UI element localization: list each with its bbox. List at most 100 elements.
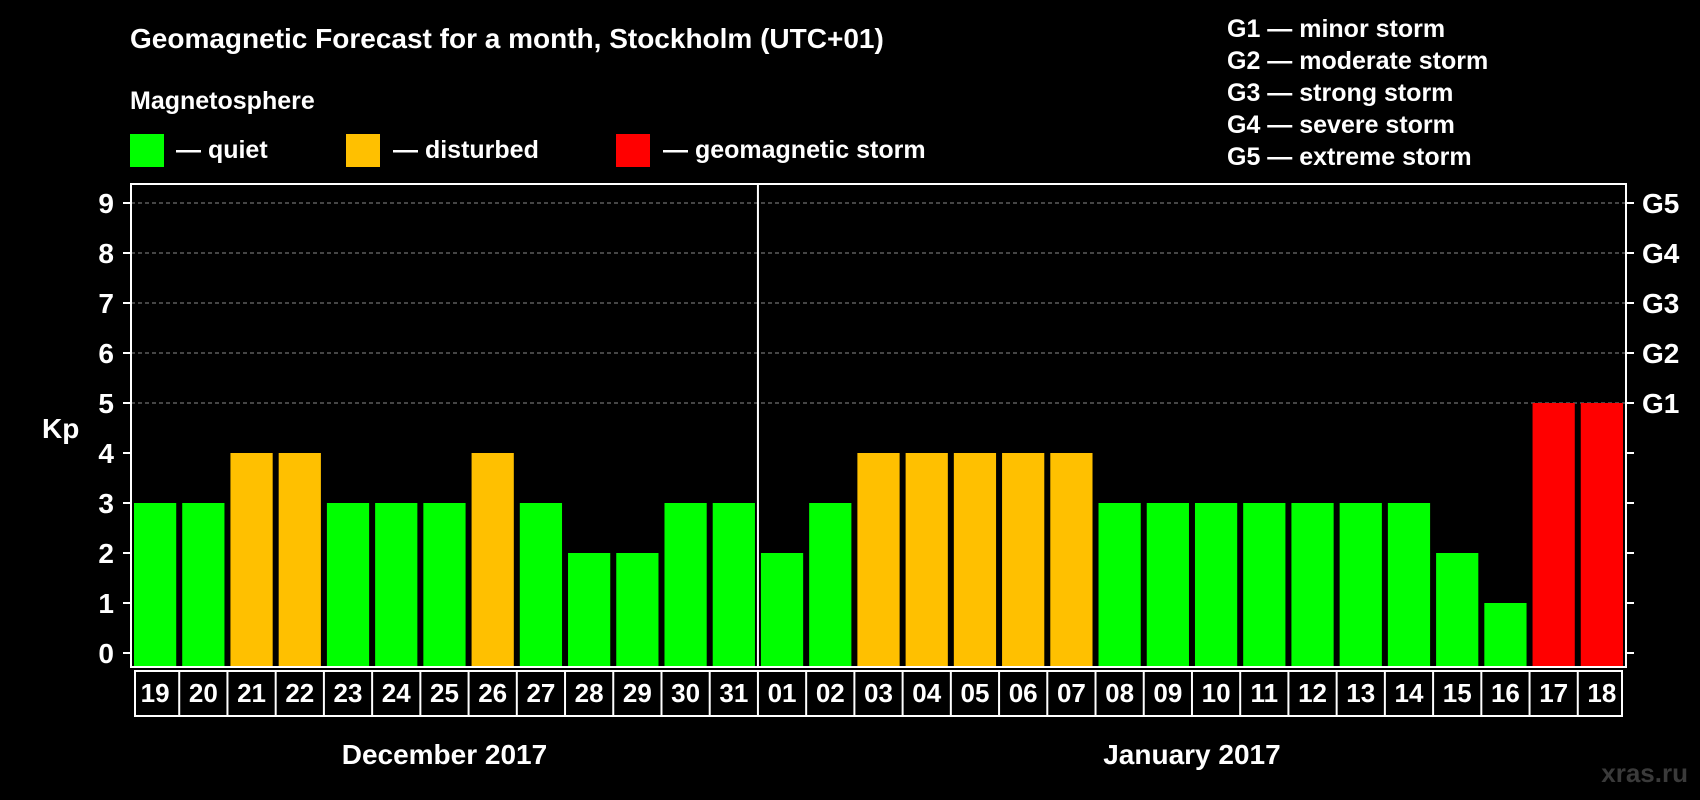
date-label-23: 23 <box>334 678 363 708</box>
right-axis-label-g2: G2 <box>1642 338 1679 369</box>
date-label-29: 29 <box>623 678 652 708</box>
legend-swatch-quiet <box>130 134 164 167</box>
bar-20 <box>182 503 225 667</box>
bar-24 <box>375 503 418 667</box>
date-label-10: 10 <box>1202 678 1231 708</box>
y-tick-label-2: 2 <box>98 538 114 569</box>
date-label-25: 25 <box>430 678 459 708</box>
date-label-05: 05 <box>960 678 989 708</box>
date-label-19: 19 <box>141 678 170 708</box>
legend-swatch-disturbed <box>346 134 380 167</box>
bar-11 <box>1243 503 1286 667</box>
bar-29 <box>616 553 659 667</box>
bar-04 <box>905 453 948 667</box>
bar-18 <box>1580 403 1623 667</box>
right-axis-label-g5: G5 <box>1642 188 1679 219</box>
bar-22 <box>278 453 321 667</box>
y-tick-label-1: 1 <box>98 588 114 619</box>
date-label-03: 03 <box>864 678 893 708</box>
bar-12 <box>1291 503 1334 667</box>
g-scale-legend: G1 — minor storm G2 — moderate storm G3 … <box>1227 15 1488 171</box>
date-label-13: 13 <box>1346 678 1375 708</box>
date-label-09: 09 <box>1153 678 1182 708</box>
date-label-06: 06 <box>1009 678 1038 708</box>
bar-08 <box>1098 503 1141 667</box>
right-axis-label-g1: G1 <box>1642 388 1679 419</box>
date-label-12: 12 <box>1298 678 1327 708</box>
g-scale-g2: G2 — moderate storm <box>1227 47 1488 75</box>
date-row-frame <box>134 670 1623 717</box>
date-label-04: 04 <box>912 678 941 708</box>
bar-31 <box>712 503 755 667</box>
g-scale-g4: G4 — severe storm <box>1227 111 1455 139</box>
bar-02 <box>809 503 852 667</box>
plot-frame <box>130 183 1627 668</box>
date-label-24: 24 <box>382 678 411 708</box>
date-label-08: 08 <box>1105 678 1134 708</box>
date-label-18: 18 <box>1587 678 1616 708</box>
date-label-17: 17 <box>1539 678 1568 708</box>
bar-06 <box>1002 453 1045 667</box>
y-tick-label-6: 6 <box>98 338 114 369</box>
g-scale-g3: G3 — strong storm <box>1227 79 1453 107</box>
bar-21 <box>230 453 273 667</box>
bar-07 <box>1050 453 1093 667</box>
bar-03 <box>857 453 900 667</box>
legend-title: Magnetosphere <box>130 87 315 115</box>
bar-19 <box>134 503 177 667</box>
bar-30 <box>664 503 707 667</box>
bar-05 <box>953 453 997 667</box>
y-tick-label-3: 3 <box>98 488 114 519</box>
y-tick-label-5: 5 <box>98 388 114 419</box>
y-tick-label-9: 9 <box>98 188 114 219</box>
g-scale-g5: G5 — extreme storm <box>1227 143 1472 171</box>
bars <box>134 403 1623 667</box>
bar-28 <box>568 553 611 667</box>
date-label-26: 26 <box>478 678 507 708</box>
date-label-20: 20 <box>189 678 218 708</box>
date-label-02: 02 <box>816 678 845 708</box>
date-label-27: 27 <box>526 678 555 708</box>
y-tick-label-7: 7 <box>98 288 114 319</box>
date-label-14: 14 <box>1395 678 1424 708</box>
month-label: December 2017 <box>342 739 547 770</box>
y-axis-label: Kp <box>42 413 79 444</box>
legend-swatch-storm <box>616 134 650 167</box>
date-label-15: 15 <box>1443 678 1472 708</box>
bar-23 <box>326 503 370 667</box>
bar-25 <box>423 503 466 667</box>
y-tick-label-4: 4 <box>98 438 114 469</box>
bar-14 <box>1387 503 1431 667</box>
color-legend: — quiet — disturbed — geomagnetic storm <box>130 134 926 167</box>
y-tick-label-0: 0 <box>98 638 114 669</box>
right-axis-label-g3: G3 <box>1642 288 1679 319</box>
date-label-01: 01 <box>768 678 797 708</box>
date-label-16: 16 <box>1491 678 1520 708</box>
bar-13 <box>1339 503 1382 667</box>
chart-title: Geomagnetic Forecast for a month, Stockh… <box>130 23 884 54</box>
bar-16 <box>1484 603 1527 667</box>
bar-26 <box>471 453 514 667</box>
date-label-11: 11 <box>1251 678 1279 708</box>
legend-label-disturbed: — disturbed <box>393 136 539 164</box>
bar-17 <box>1532 403 1575 667</box>
right-axis-label-g4: G4 <box>1642 238 1680 269</box>
legend-label-storm: — geomagnetic storm <box>663 136 926 164</box>
bar-27 <box>519 503 563 667</box>
legend-label-quiet: — quiet <box>176 136 268 164</box>
date-label-07: 07 <box>1057 678 1086 708</box>
date-label-21: 21 <box>237 678 266 708</box>
gridlines <box>131 202 1626 404</box>
month-label: January 2017 <box>1103 739 1280 770</box>
date-label-31: 31 <box>719 678 748 708</box>
watermark: xras.ru <box>1601 758 1688 788</box>
g-scale-g1: G1 — minor storm <box>1227 15 1445 43</box>
bar-09 <box>1146 503 1189 667</box>
bar-15 <box>1436 553 1479 667</box>
date-label-28: 28 <box>575 678 604 708</box>
y-tick-label-8: 8 <box>98 238 114 269</box>
bar-10 <box>1194 503 1238 667</box>
bar-01 <box>760 553 804 667</box>
